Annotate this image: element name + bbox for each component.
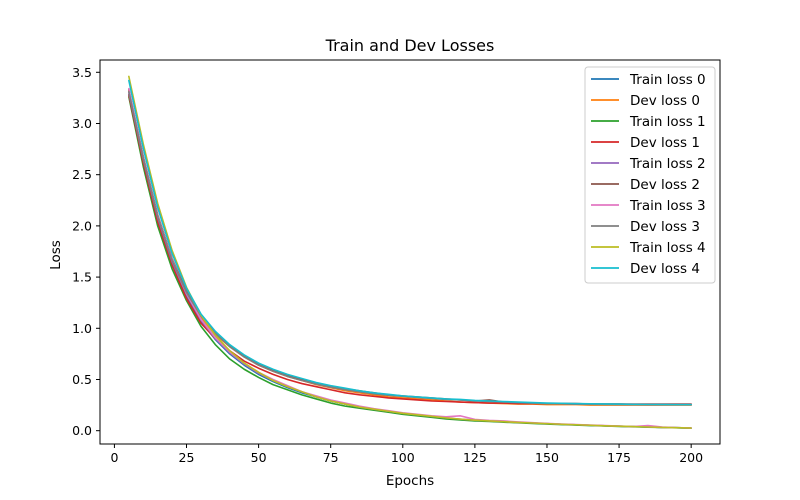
axes-layer: 0 25 50 75 100 125 150 175 200 0.0 0.5 1.0 1.5 2.0 2.5… (72, 59, 721, 465)
legend-label-train-loss-2: Train loss 2 (629, 156, 706, 172)
series-line-dev-loss-4 (128, 79, 692, 406)
y-tick-label: 2.5 (72, 167, 92, 182)
x-tick-label: 200 (679, 450, 703, 465)
x-tick-label: 125 (463, 450, 487, 465)
x-tick-label: 25 (179, 450, 195, 465)
x-tick-label: 100 (391, 450, 415, 465)
y-tick-label: 3.0 (72, 116, 92, 131)
x-tick-label: 175 (607, 450, 631, 465)
legend-label-dev-loss-2: Dev loss 2 (630, 177, 700, 193)
legend: Train loss 0 Dev loss 0 Train loss 1 Dev lo… (584, 66, 716, 284)
y-axis-title: Loss (48, 240, 64, 270)
y-tick-label: 2.0 (72, 218, 92, 233)
legend-label-train-loss-4: Train loss 4 (629, 240, 706, 256)
legend-label-dev-loss-4: Dev loss 4 (630, 261, 700, 277)
series-layer (128, 75, 692, 429)
legend-label-dev-loss-0: Dev loss 0 (630, 93, 700, 109)
y-tick-label: 1.0 (72, 321, 92, 336)
legend-label-train-loss-0: Train loss 0 (629, 72, 706, 88)
y-tick-label: 0.5 (72, 372, 92, 387)
x-tick-label: 0 (110, 450, 118, 465)
legend-label-dev-loss-1: Dev loss 1 (630, 135, 700, 151)
x-tick-label: 50 (251, 450, 267, 465)
y-tick-label: 3.5 (72, 65, 92, 80)
y-tick-label: 1.5 (72, 270, 92, 285)
legend-label-train-loss-1: Train loss 1 (629, 114, 706, 130)
legend-label-dev-loss-3: Dev loss 3 (630, 219, 700, 235)
series-line-train-loss-4 (128, 75, 692, 429)
x-tick-label: 150 (535, 450, 559, 465)
x-axis-title: Epochs (386, 473, 434, 489)
plot-frame (99, 59, 721, 445)
legend-label-train-loss-3: Train loss 3 (629, 198, 706, 214)
y-tick-label: 0.0 (72, 423, 92, 438)
chart-title: Train and Dev Losses (325, 36, 495, 55)
x-tick-label: 75 (323, 450, 339, 465)
